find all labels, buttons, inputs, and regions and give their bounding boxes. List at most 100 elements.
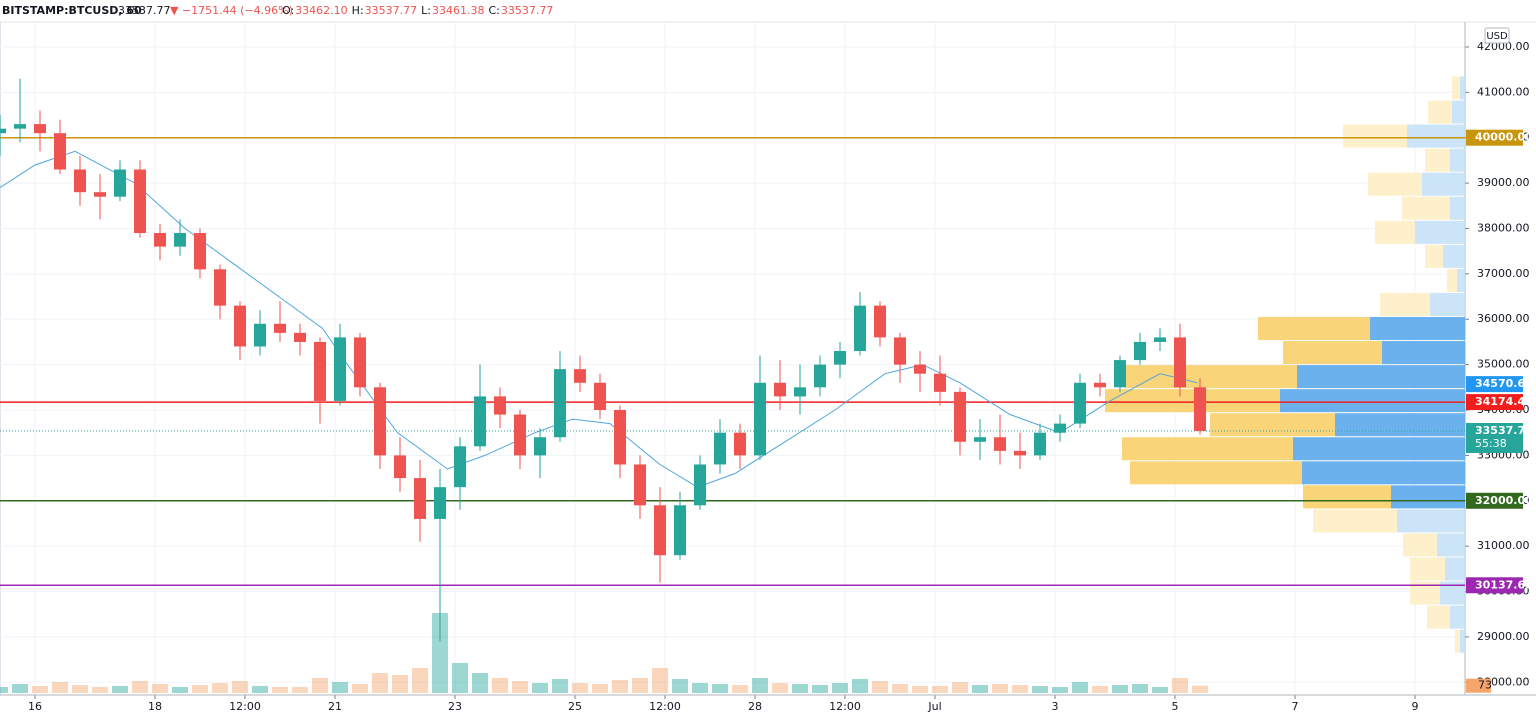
volume-bar xyxy=(1012,685,1028,693)
volume-bar xyxy=(852,679,868,693)
ohlc-label: H: xyxy=(352,4,364,17)
level-label: 40000.00 xyxy=(1475,131,1533,144)
level-label: 34174.44 xyxy=(1475,395,1533,408)
volume-bar xyxy=(372,673,388,693)
profile-down xyxy=(1402,196,1450,220)
ma-label-bg xyxy=(1466,376,1523,393)
volume-bar xyxy=(492,678,508,693)
volume-bar xyxy=(1132,684,1148,693)
candle-body xyxy=(354,337,366,388)
profile-down xyxy=(1313,509,1397,533)
volume-bar xyxy=(1092,686,1108,693)
volume-bar xyxy=(272,687,288,693)
volume-bar xyxy=(932,686,948,693)
volume-bar xyxy=(772,683,788,693)
profile-down xyxy=(1403,533,1437,557)
profile-up xyxy=(1445,557,1465,581)
candle-body xyxy=(814,364,826,388)
volume-bar xyxy=(732,685,748,693)
candle-body xyxy=(734,432,746,456)
volume-bar xyxy=(552,679,568,693)
x-tick-label: 7 xyxy=(1292,700,1299,713)
volume-bar xyxy=(132,681,148,693)
candle-body xyxy=(374,387,386,456)
x-tick-label: 12:00 xyxy=(229,700,261,713)
candle-body xyxy=(874,305,886,338)
candle-body xyxy=(34,124,46,134)
last-price-label-bg xyxy=(1466,422,1523,453)
volume-bar xyxy=(572,683,588,693)
candle-body xyxy=(914,364,926,374)
volume-bar xyxy=(112,686,128,693)
profile-down xyxy=(1130,461,1302,485)
candle-body xyxy=(154,233,166,247)
profile-down xyxy=(1410,581,1440,605)
candle-body xyxy=(574,369,586,383)
volume-bar xyxy=(1192,685,1208,693)
level-label-bg xyxy=(1466,577,1523,594)
candle-body xyxy=(934,373,946,392)
candle-body xyxy=(1094,382,1106,388)
volume-bar xyxy=(212,683,228,693)
candle-body xyxy=(494,396,506,415)
x-tick-label: 21 xyxy=(328,700,342,713)
volume-bar xyxy=(392,675,408,693)
y-tick-label: 38000.00 xyxy=(1477,221,1530,234)
candle-body xyxy=(14,124,26,129)
candle-body xyxy=(174,233,186,247)
x-tick-label: 18 xyxy=(148,700,162,713)
x-tick-label: 16 xyxy=(28,700,42,713)
profile-down xyxy=(1343,124,1407,148)
level-label-bg xyxy=(1466,129,1523,146)
volume-bar xyxy=(152,684,168,693)
currency-box xyxy=(1484,27,1510,44)
profile-up xyxy=(1443,244,1465,268)
volume-bar xyxy=(312,678,328,693)
level-label-bg xyxy=(1466,492,1523,509)
profile-down xyxy=(1425,148,1450,172)
profile-down xyxy=(1425,244,1443,268)
candle-body xyxy=(1014,450,1026,456)
candle-body xyxy=(514,414,526,456)
volume-bar xyxy=(1052,687,1068,693)
x-tick-label: 5 xyxy=(1172,700,1179,713)
profile-down xyxy=(1427,605,1450,629)
profile-up xyxy=(1457,268,1465,292)
candle-body xyxy=(774,382,786,397)
x-tick-label: 3 xyxy=(1052,700,1059,713)
profile-down xyxy=(1455,629,1460,653)
profile-up xyxy=(1335,413,1465,437)
y-tick-label: 31000.00 xyxy=(1477,539,1530,552)
profile-up xyxy=(1370,316,1465,341)
candle-body xyxy=(394,455,406,479)
candle-body xyxy=(334,337,346,401)
profile-down xyxy=(1210,413,1335,437)
profile-down xyxy=(1283,341,1382,365)
candle-body xyxy=(754,382,766,456)
y-tick-label: 37000.00 xyxy=(1477,267,1530,280)
candle-body xyxy=(674,505,686,556)
volume-bar xyxy=(432,613,448,693)
candle-body xyxy=(54,133,66,170)
profile-down xyxy=(1447,268,1457,292)
candle-body xyxy=(554,369,566,438)
candle-body xyxy=(654,505,666,556)
ohlc-value: 33461.38 xyxy=(432,4,485,17)
ohlc-value: 33537.77 xyxy=(501,4,554,17)
volume-bar xyxy=(912,686,928,693)
y-tick-label: 36000.00 xyxy=(1477,312,1530,325)
x-tick-label: 25 xyxy=(568,700,582,713)
volume-bar xyxy=(452,663,468,693)
profile-up xyxy=(1450,196,1465,220)
volume-bar xyxy=(172,687,188,693)
volume-bar xyxy=(352,684,368,693)
volume-bar xyxy=(792,684,808,693)
candle-body xyxy=(74,169,86,193)
volume-bar xyxy=(1072,682,1088,693)
volume-bar xyxy=(752,678,768,693)
profile-up xyxy=(1415,220,1465,244)
candle-body xyxy=(1034,432,1046,456)
candle-body xyxy=(294,332,306,342)
profile-up xyxy=(1440,581,1465,605)
volume-bar xyxy=(332,682,348,693)
